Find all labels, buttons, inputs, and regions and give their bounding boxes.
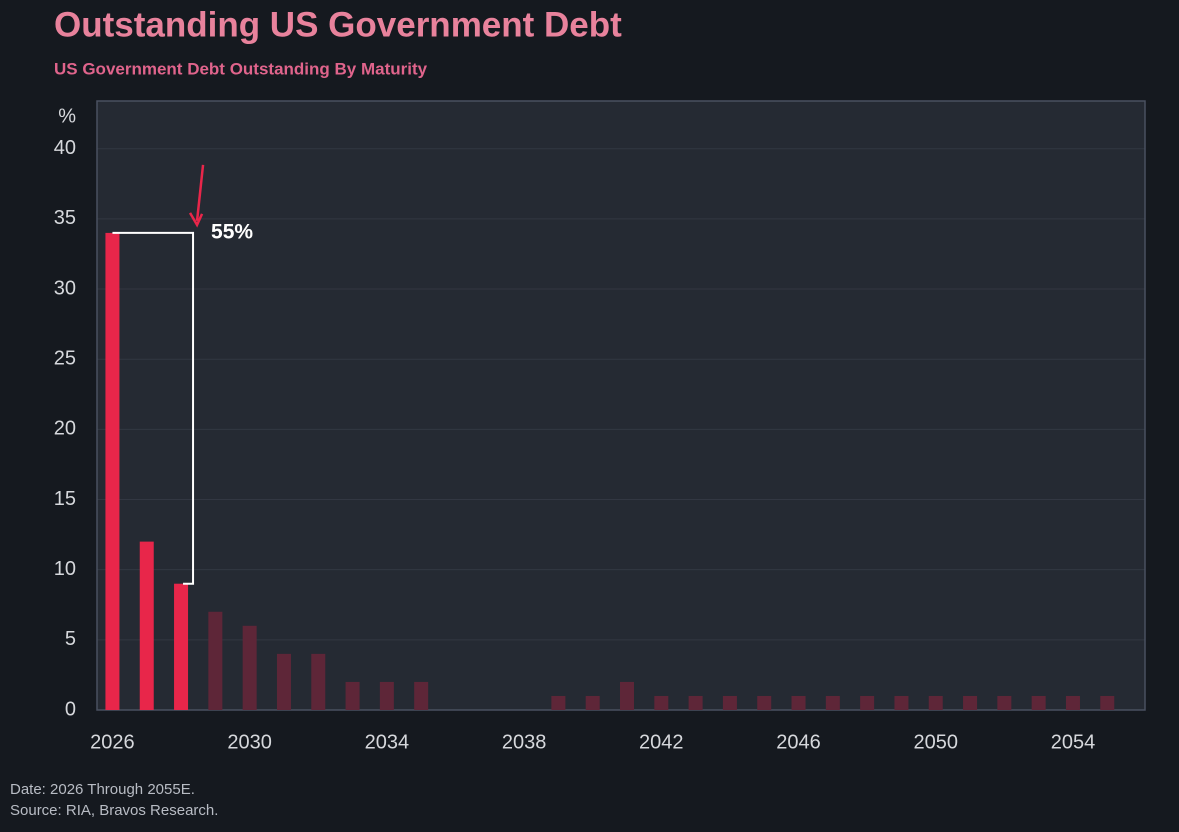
bar <box>1065 695 1080 710</box>
x-tick-label: 2030 <box>227 731 272 753</box>
bar <box>654 695 669 710</box>
bar <box>997 695 1012 710</box>
bar <box>860 695 875 710</box>
chart-subtitle: US Government Debt Outstanding By Maturi… <box>54 59 428 78</box>
y-tick-label: 40 <box>54 137 76 159</box>
bar <box>928 695 943 710</box>
bar <box>757 695 772 710</box>
y-tick-label: 35 <box>54 207 76 229</box>
bar <box>276 653 291 710</box>
annotation-label: 55% <box>211 220 253 243</box>
plot-area <box>96 100 1146 711</box>
y-tick-label: 30 <box>54 277 76 299</box>
y-tick-label: 15 <box>54 488 76 510</box>
chart-title: Outstanding US Government Debt <box>54 5 622 44</box>
y-tick-label: 0 <box>65 698 76 720</box>
annotation-bracket <box>112 231 195 585</box>
annotation-arrowhead <box>188 212 204 228</box>
x-tick-label: 2054 <box>1051 731 1096 753</box>
x-tick-label: 2038 <box>502 731 547 753</box>
annotation-arrow <box>195 164 205 222</box>
bar <box>1100 695 1115 710</box>
bar <box>105 232 120 710</box>
footnote: Date: 2026 Through 2055E. <box>10 781 195 798</box>
bar <box>139 541 154 710</box>
bar <box>688 695 703 710</box>
bar <box>963 695 978 710</box>
y-tick-label: 10 <box>54 558 76 580</box>
x-tick-label: 2034 <box>365 731 410 753</box>
bar <box>791 695 806 710</box>
bar <box>414 681 429 710</box>
bar <box>345 681 360 710</box>
x-tick-label: 2042 <box>639 731 684 753</box>
bar <box>242 625 257 710</box>
bar <box>174 583 189 710</box>
x-tick-label: 2050 <box>913 731 958 753</box>
y-axis-label: % <box>58 105 76 127</box>
y-tick-label: 25 <box>54 347 76 369</box>
bar <box>894 695 909 710</box>
bar <box>1031 695 1046 710</box>
bar <box>620 681 635 710</box>
y-tick-label: 5 <box>65 628 76 650</box>
bar <box>379 681 394 710</box>
bar <box>722 695 737 710</box>
footnote: Source: RIA, Bravos Research. <box>10 802 218 819</box>
bar <box>311 653 326 710</box>
y-tick-label: 20 <box>54 418 76 440</box>
bar <box>825 695 840 710</box>
bar <box>551 695 566 710</box>
x-tick-label: 2046 <box>776 731 821 753</box>
bar <box>208 611 223 710</box>
bar <box>585 695 600 710</box>
x-tick-label: 2026 <box>90 731 135 753</box>
